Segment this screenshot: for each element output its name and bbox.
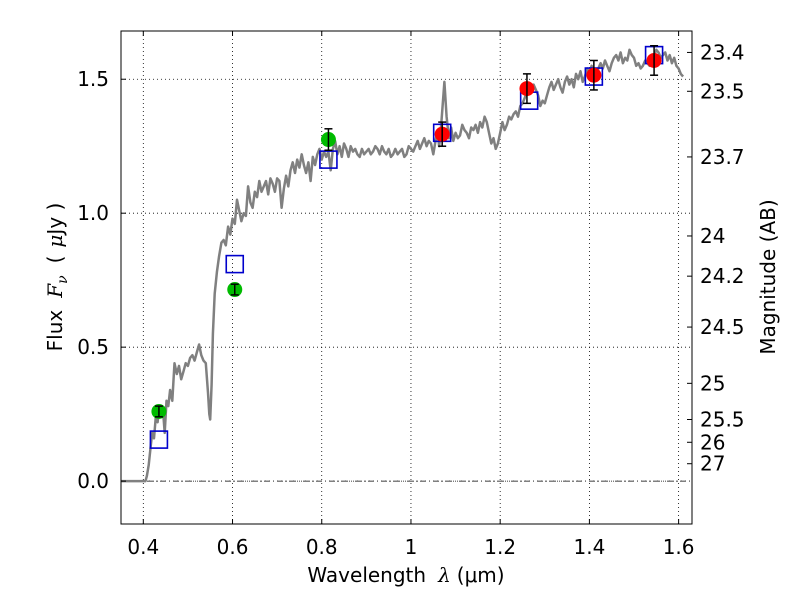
y-axis-label-symbol: F	[43, 283, 67, 299]
y-tick-label-2: 1.0	[77, 201, 109, 225]
x-tick-label-5: 1.4	[573, 535, 605, 559]
right-tick-label-4: 24.2	[700, 264, 745, 288]
y-axis-label-mu: μ	[43, 235, 67, 248]
right-tick-label-6: 25	[700, 371, 725, 395]
right-axis-label: Magnitude (AB)	[756, 199, 780, 354]
right-tick-label-8: 26	[700, 430, 725, 454]
y-tick-labels: 0.0 0.5 1.0 1.5	[77, 67, 109, 493]
y-axis-label-subscript: ν	[55, 275, 71, 284]
right-tick-label-7: 25.5	[700, 408, 745, 432]
synthetic-square-0	[149, 430, 169, 449]
x-tick-labels: 0.4 0.6 0.8 1 1.2 1.4 1.6	[127, 535, 694, 559]
x-tick-label-1: 0.6	[217, 535, 249, 559]
x-tick-label-2: 0.8	[306, 535, 338, 559]
x-tick-label-6: 1.6	[663, 535, 695, 559]
x-axis-label-symbol: λ	[437, 563, 451, 587]
y-axis-label-unit: Jy )	[43, 203, 67, 237]
right-tick-label-2: 23.7	[700, 145, 745, 169]
synthetic-square-1	[225, 254, 245, 274]
x-tick-label-4: 1.2	[484, 535, 516, 559]
plot-background	[121, 31, 692, 524]
synthetic-square-2	[319, 150, 338, 169]
y-axis-label-paren: (	[43, 256, 67, 264]
x-tick-label-0: 0.4	[127, 535, 159, 559]
ticks	[121, 31, 692, 524]
right-tick-label-1: 23.5	[700, 79, 745, 103]
y-tick-label-1: 0.5	[77, 335, 109, 359]
right-tick-label-9: 27	[700, 452, 725, 476]
x-tick-label-3: 1	[405, 535, 418, 559]
right-tick-label-5: 24.5	[700, 315, 745, 339]
y-tick-label-3: 1.5	[77, 67, 109, 91]
x-axis-label-text: Wavelength	[307, 563, 426, 587]
right-tick-label-3: 24	[700, 224, 725, 248]
right-tick-label-0: 23.4	[700, 40, 745, 64]
y-axis-label: Flux Fν ( μJy )	[43, 203, 71, 352]
error-bars	[154, 44, 659, 418]
x-axis-label: Wavelength λ (μm)	[307, 563, 504, 587]
y-axis-label-text: Flux	[43, 310, 67, 352]
x-axis-label-unit: (μm)	[457, 563, 505, 587]
y-tick-label-0: 0.0	[77, 469, 109, 493]
plot-frame	[120, 30, 693, 525]
